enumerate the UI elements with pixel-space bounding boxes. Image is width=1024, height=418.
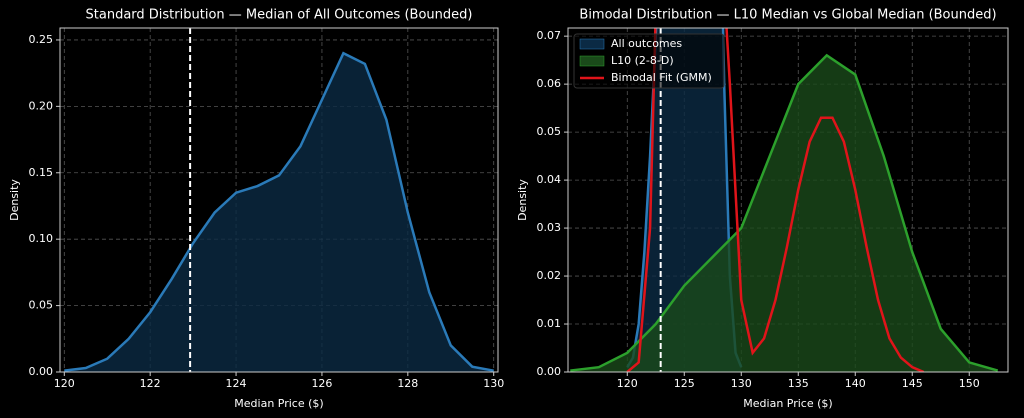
legend-label: All outcomes: [611, 37, 682, 50]
x-tick-label: 125: [674, 377, 695, 390]
y-tick-label: 0.03: [537, 221, 562, 234]
axes-frame: [567, 27, 1009, 373]
legend-box: [573, 33, 725, 89]
legend-swatch: [579, 55, 605, 67]
x-tick-label: 120: [617, 377, 638, 390]
line: [64, 51, 494, 372]
x-tick-label: 124: [226, 377, 247, 390]
y-tick-label: 0.07: [537, 29, 562, 42]
x-tick-label: 126: [311, 377, 332, 390]
legend-label: Bimodal Fit (GMM): [611, 71, 712, 84]
y-tick-label: 0.15: [29, 166, 54, 179]
x-tick-label: 140: [845, 377, 866, 390]
axes: Bimodal Distribution — L10 Median vs Glo…: [516, 8, 1009, 410]
legend: All outcomes L10 (2-8-D) Bimodal Fit (GMM): [573, 33, 725, 89]
y-tick-label: 0.04: [537, 173, 562, 186]
legend-label: L10 (2-8-D): [611, 54, 674, 67]
x-axis-label: Median Price ($): [234, 397, 323, 410]
x-tick-label: 130: [731, 377, 752, 390]
x-tick-label: 135: [788, 377, 809, 390]
chart-title: Standard Distribution — Median of All Ou…: [86, 8, 473, 23]
y-axis-label: Density: [516, 179, 529, 221]
y-tick-label: 0.25: [29, 33, 54, 46]
line: [626, 28, 743, 368]
x-tick-label: 120: [54, 377, 75, 390]
y-tick-label: 0.02: [537, 269, 562, 282]
y-tick-label: 0.00: [537, 365, 562, 378]
area-fill: [64, 53, 494, 372]
line: [626, 28, 925, 372]
y-tick-label: 0.00: [29, 365, 54, 378]
y-tick-label: 0.05: [537, 125, 562, 138]
plot-area: [64, 28, 494, 372]
y-tick-label: 0.06: [537, 77, 562, 90]
x-axis-label: Median Price ($): [743, 397, 832, 410]
y-tick-label: 0.01: [537, 317, 562, 330]
legend-swatch: [579, 38, 605, 50]
x-tick-label: 145: [902, 377, 923, 390]
x-tick-label: 130: [483, 377, 504, 390]
x-tick-label: 122: [140, 377, 161, 390]
plot-area: [570, 28, 999, 372]
x-tick-label: 128: [397, 377, 418, 390]
chart-title: Bimodal Distribution — L10 Median vs Glo…: [579, 8, 996, 23]
y-tick-label: 0.20: [29, 99, 54, 112]
x-tick-label: 150: [959, 377, 980, 390]
y-tick-label: 0.05: [29, 299, 54, 312]
axes: Standard Distribution — Median of All Ou…: [8, 8, 504, 411]
area-fill: [570, 55, 998, 372]
axes-frame: [59, 27, 499, 373]
y-tick-label: 0.10: [29, 232, 54, 245]
y-axis-label: Density: [8, 179, 21, 221]
